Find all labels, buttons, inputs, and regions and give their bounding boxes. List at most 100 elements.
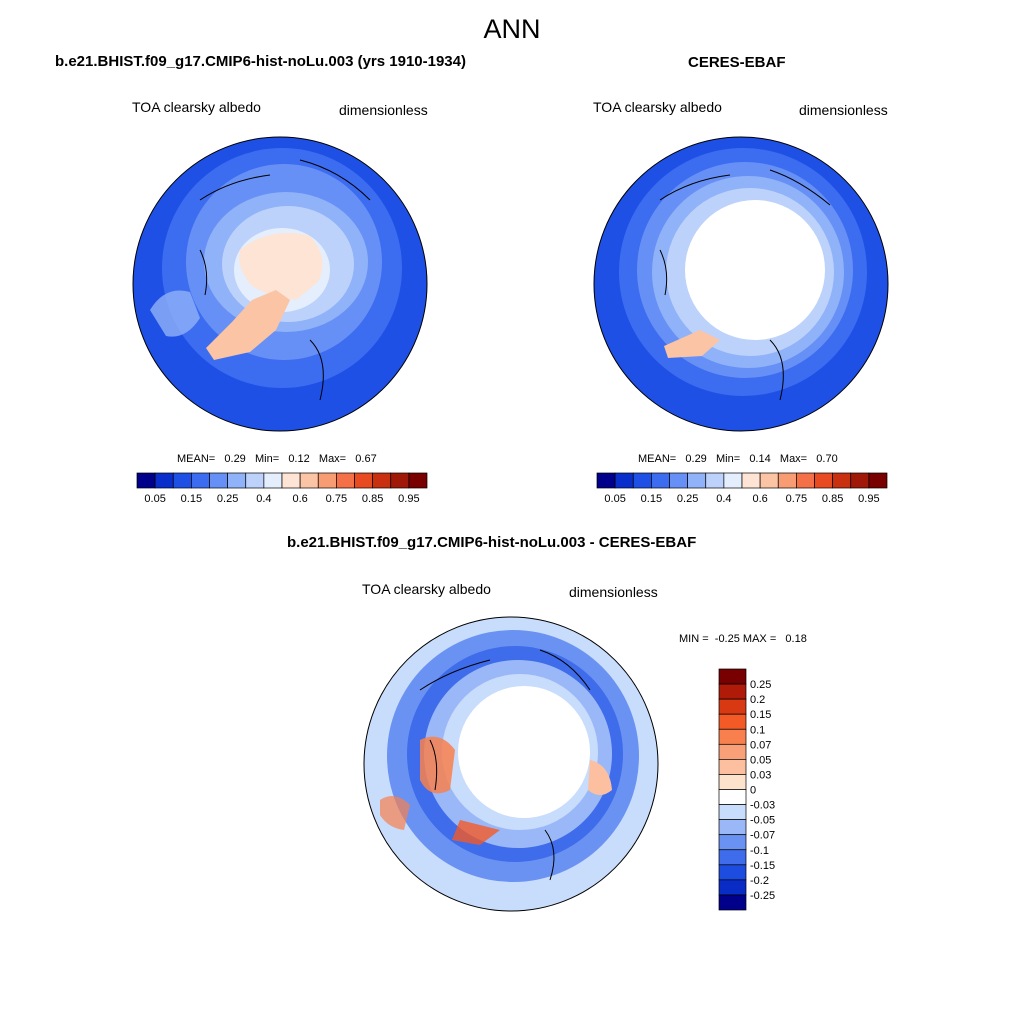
panel1-map-outline — [132, 136, 428, 432]
colorbar-swatch — [777, 472, 797, 489]
colorbar-tick-label: -0.07 — [750, 830, 775, 842]
colorbar-swatch — [718, 894, 747, 911]
colorbar-swatch — [723, 472, 743, 489]
colorbar-tick-label: -0.2 — [750, 875, 769, 887]
min-value: 0.14 — [749, 453, 771, 465]
panel2-map-outline — [593, 136, 889, 432]
colorbar-swatch — [718, 698, 747, 715]
panel1-variable: TOA clearsky albedo — [132, 99, 261, 115]
colorbar-swatch — [718, 849, 747, 866]
colorbar-swatch — [718, 668, 747, 685]
colorbar-tick-label: 0.1 — [750, 724, 765, 736]
colorbar-swatch — [281, 472, 301, 489]
colorbar-swatch — [718, 713, 747, 730]
colorbar-tick-label: 0.2 — [750, 694, 765, 706]
colorbar-swatch — [390, 472, 410, 489]
colorbar-swatch — [705, 472, 725, 489]
colorbar-tick-label: 0.15 — [750, 709, 771, 721]
panel2-variable: TOA clearsky albedo — [593, 99, 722, 115]
panel1-map — [133, 137, 427, 431]
colorbar-tick-label: 0.25 — [750, 679, 771, 691]
max-value: 0.70 — [816, 453, 838, 465]
mean-value: 0.29 — [685, 453, 707, 465]
colorbar-swatch — [718, 789, 747, 805]
colorbar-swatch — [718, 759, 747, 775]
colorbar-tick-label: 0.4 — [716, 493, 731, 505]
colorbar-tick-label: 0.95 — [858, 493, 879, 505]
panel3-map-outline — [363, 616, 659, 912]
colorbar-tick-label: 0.05 — [144, 493, 165, 505]
panel1-stats: MEAN= 0.29 Min= 0.12 Max= 0.67 — [177, 453, 377, 465]
panel1-colorbar: 0.05 0.15 0.25 0.4 0.6 0.75 0.85 0.95 — [136, 472, 428, 505]
colorbar-swatch — [718, 728, 747, 745]
panel3-stats: MIN = -0.25 MAX = 0.18 — [679, 633, 807, 645]
panel2-units: dimensionless — [799, 102, 888, 118]
panel2-title: CERES-EBAF — [688, 54, 786, 71]
colorbar-tick-label: -0.05 — [750, 815, 775, 827]
max-label: MAX = — [742, 633, 777, 645]
colorbar-swatch — [759, 472, 779, 489]
colorbar-swatch — [741, 472, 761, 489]
colorbar-tick-label: 0.6 — [292, 493, 307, 505]
colorbar-tick-label: 0.85 — [822, 493, 843, 505]
colorbar-swatch — [154, 472, 174, 489]
colorbar-swatch — [263, 472, 283, 489]
colorbar-swatch — [336, 472, 355, 489]
colorbar-tick-label: 0.95 — [398, 493, 419, 505]
colorbar-swatch — [850, 472, 870, 489]
colorbar-swatch — [299, 472, 319, 489]
colorbar-tick-label: 0.05 — [750, 754, 771, 766]
colorbar-tick-label: 0.15 — [641, 493, 662, 505]
colorbar-swatch — [718, 879, 747, 896]
colorbar-swatch — [868, 472, 888, 489]
mean-value: 0.29 — [224, 453, 246, 465]
colorbar-tick-label: 0.75 — [326, 493, 347, 505]
panel3-units: dimensionless — [569, 584, 658, 600]
colorbar-tick-label: -0.25 — [750, 890, 775, 902]
colorbar-tick-label: 0.4 — [256, 493, 271, 505]
colorbar-tick-label: 0.25 — [677, 493, 698, 505]
panel1-title: b.e21.BHIST.f09_g17.CMIP6-hist-noLu.003 … — [55, 53, 466, 70]
min-value: -0.25 — [714, 633, 740, 645]
min-label: Min= — [715, 453, 741, 465]
colorbar-swatch — [796, 472, 815, 489]
colorbar-swatch — [354, 472, 373, 489]
colorbar-swatch — [191, 472, 210, 489]
colorbar-swatch — [632, 472, 652, 489]
colorbar-tick-label: 0 — [750, 785, 756, 797]
colorbar-tick-label: -0.03 — [750, 800, 775, 812]
min-label: Min= — [254, 453, 280, 465]
colorbar-swatch — [669, 472, 688, 489]
colorbar-swatch — [245, 472, 265, 489]
colorbar-swatch — [718, 864, 747, 881]
panel3-colorbar: 0.25 0.2 0.15 0.1 0.07 0.05 0.03 0 -0.03 -0.05 -0.… — [718, 668, 775, 911]
panel3-variable: TOA clearsky albedo — [362, 581, 491, 597]
colorbar-swatch — [136, 472, 156, 489]
colorbar-swatch — [614, 472, 634, 489]
colorbar-tick-label: -0.1 — [750, 845, 769, 857]
colorbar-tick-label: -0.15 — [750, 860, 775, 872]
colorbar-tick-label: 0.15 — [181, 493, 202, 505]
max-value: 0.18 — [785, 633, 807, 645]
max-value: 0.67 — [355, 453, 377, 465]
min-value: 0.12 — [288, 453, 310, 465]
panel3-title: b.e21.BHIST.f09_g17.CMIP6-hist-noLu.003 … — [287, 534, 697, 551]
colorbar-tick-label: 0.85 — [362, 493, 383, 505]
panel2-colorbar: 0.05 0.15 0.25 0.4 0.6 0.75 0.85 0.95 — [596, 472, 888, 505]
colorbar-swatch — [408, 472, 428, 489]
colorbar-swatch — [651, 472, 670, 489]
colorbar-swatch — [372, 472, 392, 489]
colorbar-tick-label: 0.75 — [786, 493, 807, 505]
colorbar-tick-label: 0.25 — [217, 493, 238, 505]
colorbar-swatch — [718, 834, 747, 851]
colorbar-swatch — [596, 472, 616, 489]
colorbar-swatch — [687, 472, 707, 489]
colorbar-swatch — [718, 804, 747, 820]
page-title: ANN — [483, 14, 541, 44]
colorbar-tick-label: 0.03 — [750, 769, 771, 781]
max-label: Max= — [318, 453, 347, 465]
panel2-stats: MEAN= 0.29 Min= 0.14 Max= 0.70 — [638, 453, 838, 465]
panel1-units: dimensionless — [339, 102, 428, 118]
colorbar-swatch — [718, 743, 747, 760]
